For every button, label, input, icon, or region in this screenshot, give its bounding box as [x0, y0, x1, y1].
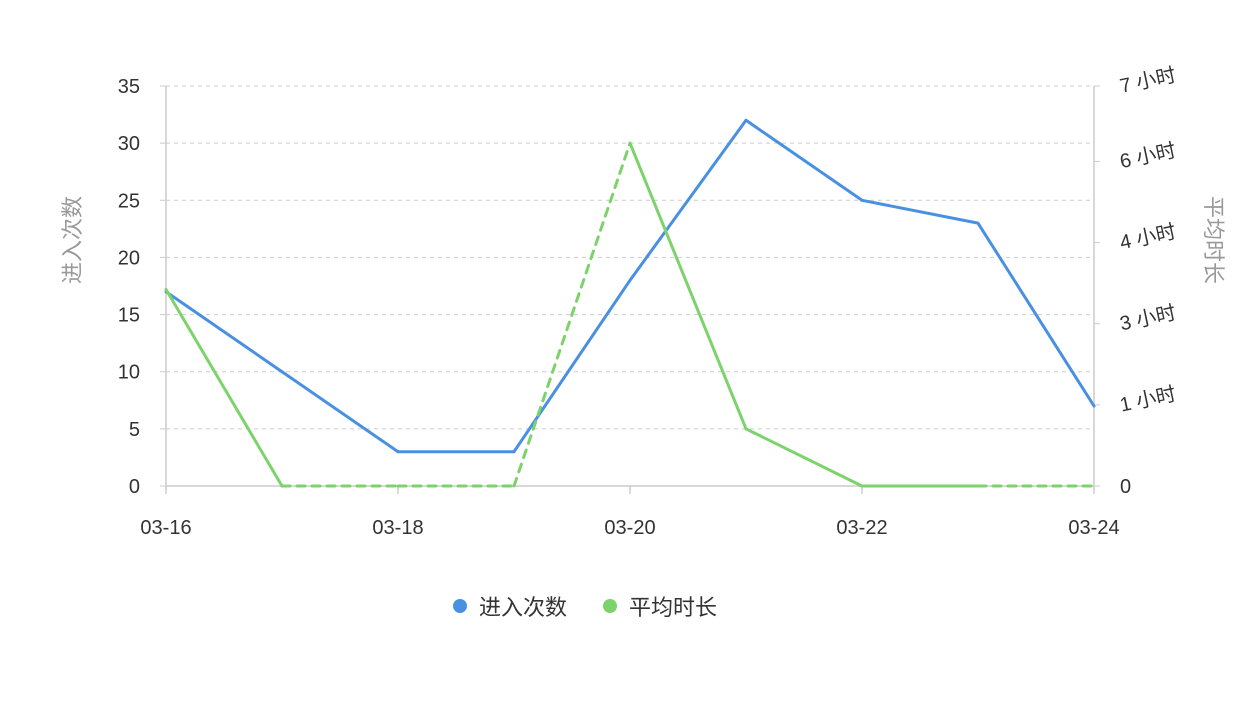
legend-label-entries: 进入次数 — [478, 596, 567, 621]
series-0 — [164, 118, 1096, 454]
series-segment — [280, 370, 400, 454]
series-segment — [628, 141, 748, 431]
series-segment — [512, 278, 632, 454]
y-right-tick-label: 7 小时 — [1118, 63, 1178, 97]
series-segment — [744, 427, 864, 488]
y-axis-left-label: 进入次数 — [60, 196, 85, 284]
series-lines — [164, 118, 1096, 488]
y-left-tick-label: 5 — [129, 419, 140, 441]
y-left-tick-label: 20 — [118, 247, 140, 269]
y-left-tick-label: 30 — [118, 133, 140, 155]
series-segment — [860, 198, 980, 225]
x-tick-label: 03-16 — [140, 517, 191, 539]
y-right-tick-label: 3 小时 — [1118, 301, 1178, 335]
series-segment — [628, 118, 748, 282]
series-segment — [164, 290, 284, 374]
y-axis-right-label: 平均时长 — [1201, 196, 1226, 284]
y-left-tick-label: 0 — [129, 476, 140, 498]
series-segment — [744, 118, 864, 202]
y-left-tick-label: 15 — [118, 305, 140, 327]
y-right-tick-label: 0 — [1120, 476, 1131, 498]
x-tick-label: 03-22 — [836, 517, 887, 539]
y-left-tick-label: 10 — [118, 362, 140, 384]
series-segment — [976, 221, 1096, 408]
axes — [160, 85, 1100, 494]
legend-item-avg-duration[interactable]: 平均时长 — [603, 590, 717, 622]
legend-label-avg-duration: 平均时长 — [629, 596, 718, 621]
legend-dot-avg-duration — [603, 599, 617, 613]
x-tick-label: 03-24 — [1068, 517, 1119, 539]
x-tick-label: 03-20 — [604, 517, 655, 539]
y-left-tick-label: 25 — [118, 190, 140, 212]
tick-labels: 0 5 10 15 20 25 30 35 0 1 小时 3 小时 4 小时 6 小时 7 小时 03-16… — [118, 63, 1178, 539]
series-1 — [164, 141, 1096, 488]
y-left-tick-label: 35 — [118, 76, 140, 98]
y-right-tick-label: 4 小时 — [1118, 220, 1178, 254]
series-segment — [512, 141, 632, 488]
legend-dot-entries — [452, 599, 467, 613]
y-right-tick-label: 1 小时 — [1118, 382, 1178, 416]
grid-lines — [166, 85, 1094, 430]
legend: 进入次数 平均时长 — [0, 590, 1170, 622]
legend-item-entries[interactable]: 进入次数 — [452, 590, 567, 622]
x-tick-label: 03-18 — [372, 517, 423, 539]
series-segment — [164, 287, 284, 488]
y-right-tick-label: 6 小时 — [1118, 139, 1178, 173]
